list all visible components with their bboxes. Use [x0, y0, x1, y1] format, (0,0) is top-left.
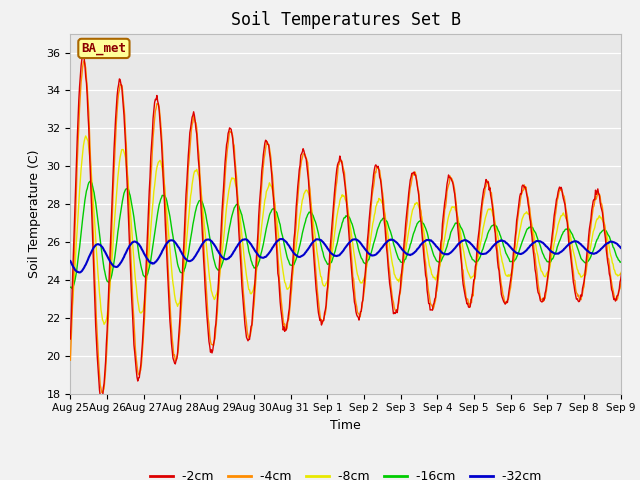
- X-axis label: Time: Time: [330, 419, 361, 432]
- Legend:  -2cm,  -4cm,  -8cm,  -16cm,  -32cm: -2cm, -4cm, -8cm, -16cm, -32cm: [145, 465, 546, 480]
- Title: Soil Temperatures Set B: Soil Temperatures Set B: [230, 11, 461, 29]
- Y-axis label: Soil Temperature (C): Soil Temperature (C): [28, 149, 41, 278]
- Text: BA_met: BA_met: [81, 42, 127, 55]
